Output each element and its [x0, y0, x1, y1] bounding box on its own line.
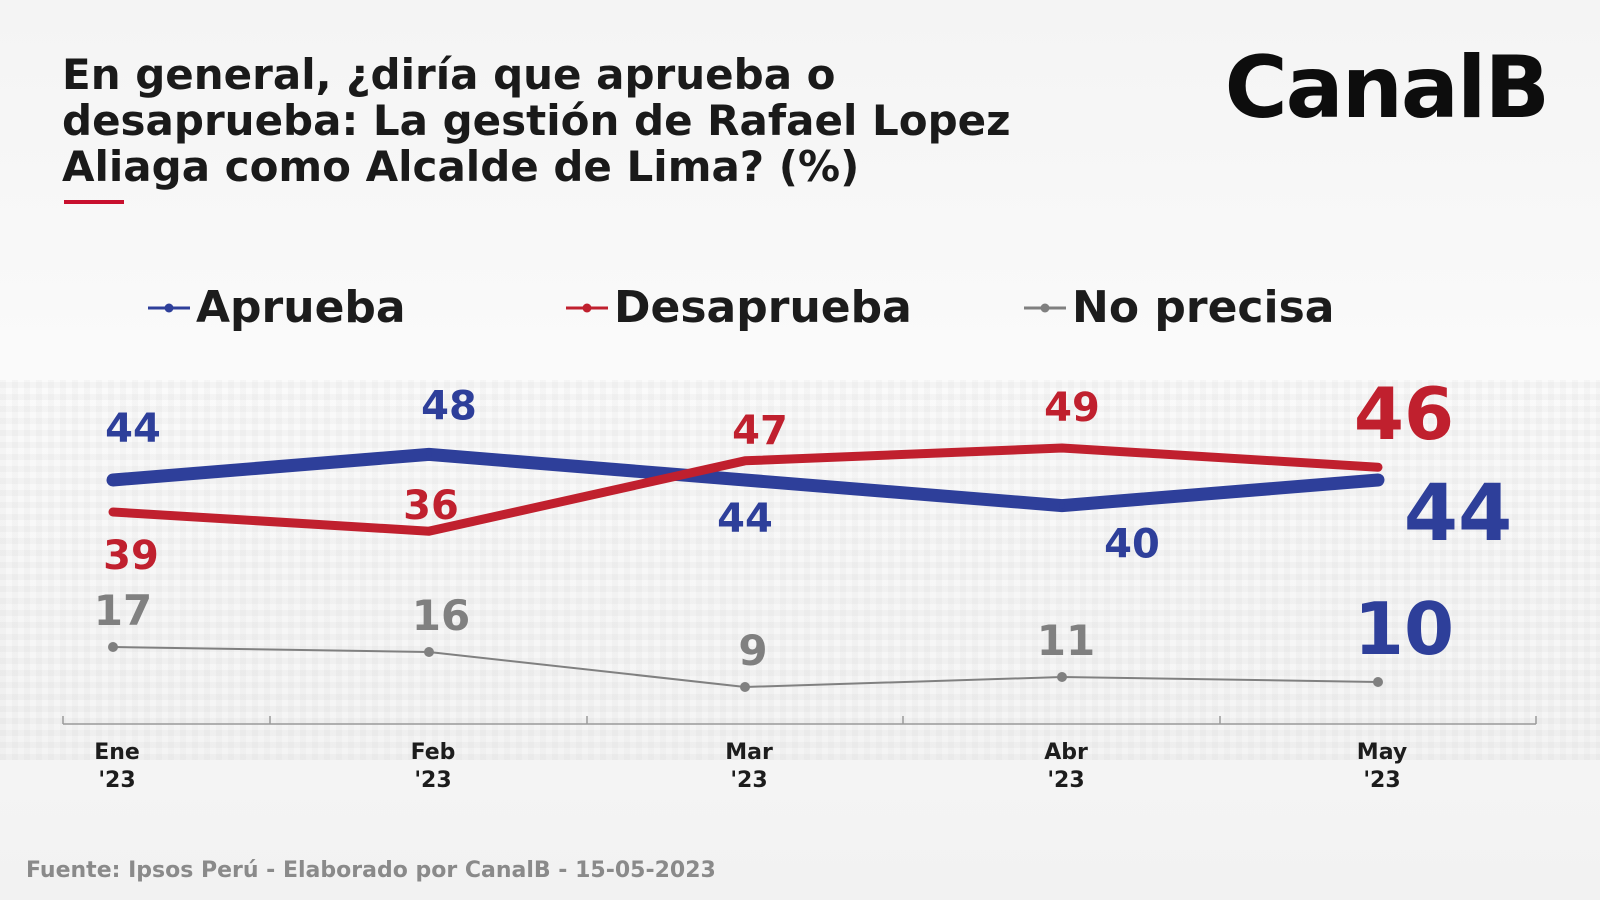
x-tick-label-year-4: '23 — [1363, 768, 1400, 793]
chart-title: En general, ¿diría que aprueba o desapru… — [62, 50, 1011, 191]
data-label-aprueba-0: 44 — [105, 406, 161, 452]
x-tick-label-month-3: Abr — [1044, 740, 1088, 765]
data-label-desaprueba-3: 49 — [1044, 385, 1100, 431]
x-tick-label-year-2: '23 — [730, 768, 767, 793]
x-tick-label-month-0: Ene — [94, 740, 140, 765]
data-label-no-precisa-2: 9 — [738, 626, 767, 675]
point-desaprueba-1 — [426, 528, 432, 534]
data-label-no-precisa-1: 16 — [412, 591, 470, 640]
legend-label-desaprueba: Desaprueba — [614, 282, 912, 333]
legend-item-aprueba: Aprueba — [148, 282, 406, 333]
data-label-aprueba-4: 44 — [1404, 469, 1513, 559]
point-no-precisa-2 — [740, 682, 750, 692]
chart-legend: Aprueba Desaprueba No precisa — [0, 282, 1600, 342]
point-aprueba-4 — [1375, 477, 1381, 483]
point-aprueba-3 — [1059, 502, 1065, 509]
legend-item-no-precisa: No precisa — [1024, 282, 1334, 333]
point-no-precisa-1 — [424, 647, 434, 657]
point-no-precisa-4 — [1373, 677, 1383, 687]
x-tick-label-year-0: '23 — [98, 768, 135, 793]
data-label-desaprueba-1: 36 — [403, 483, 459, 529]
legend-item-desaprueba: Desaprueba — [566, 282, 912, 333]
x-tick-label-month-4: May — [1357, 740, 1407, 765]
data-label-aprueba-1: 48 — [421, 383, 477, 429]
data-label-no-precisa-0: 17 — [94, 586, 152, 635]
data-label-desaprueba-0: 39 — [103, 533, 159, 579]
x-tick-label-month-1: Feb — [411, 740, 456, 765]
legend-marker-desaprueba — [566, 298, 608, 318]
point-desaprueba-4 — [1375, 464, 1381, 470]
brand-logo: CanalB — [1224, 38, 1550, 138]
source-note: Fuente: Ipsos Perú - Elaborado por Canal… — [26, 858, 716, 883]
legend-marker-no-precisa — [1024, 298, 1066, 318]
point-desaprueba-3 — [1059, 445, 1065, 451]
data-label-no-precisa-3: 11 — [1037, 616, 1095, 665]
point-desaprueba-0 — [110, 509, 116, 515]
point-no-precisa-3 — [1057, 672, 1067, 682]
point-aprueba-1 — [426, 451, 432, 458]
point-no-precisa-0 — [108, 642, 118, 652]
point-desaprueba-2 — [742, 458, 748, 464]
x-tick-label-year-3: '23 — [1047, 768, 1084, 793]
point-aprueba-0 — [110, 477, 116, 483]
legend-label-aprueba: Aprueba — [196, 282, 406, 333]
data-label-desaprueba-2: 47 — [732, 408, 788, 454]
data-label-no-precisa-4: 10 — [1354, 587, 1454, 671]
x-tick-label-year-1: '23 — [414, 768, 451, 793]
legend-label-no-precisa: No precisa — [1072, 282, 1335, 333]
title-underline — [64, 200, 124, 204]
legend-marker-aprueba — [148, 298, 190, 318]
data-label-desaprueba-4: 46 — [1354, 372, 1454, 456]
data-label-aprueba-2: 44 — [717, 496, 773, 542]
x-tick-label-month-2: Mar — [725, 740, 773, 765]
point-aprueba-2 — [742, 477, 748, 483]
data-label-aprueba-3: 40 — [1104, 522, 1160, 568]
